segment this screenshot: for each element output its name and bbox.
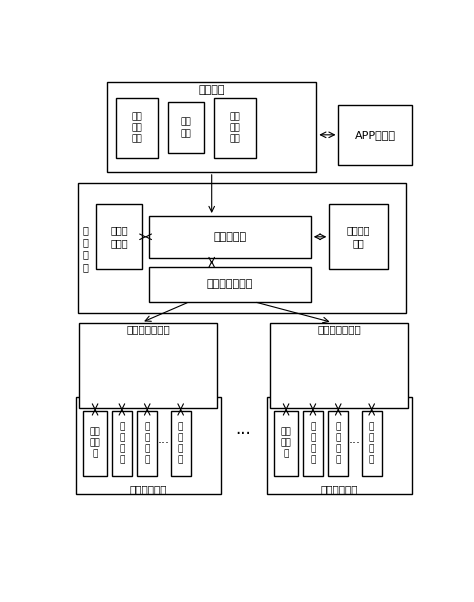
Text: 闸
机
终
端: 闸 机 终 端 — [145, 422, 150, 464]
Bar — [149, 216, 311, 258]
Bar — [149, 267, 311, 302]
Bar — [168, 102, 204, 154]
Text: ···: ··· — [349, 436, 361, 450]
Bar — [76, 397, 221, 494]
Bar — [274, 411, 298, 476]
Text: 闸
机
终
端: 闸 机 终 端 — [119, 422, 125, 464]
Text: 平台服务器: 平台服务器 — [213, 232, 246, 242]
Text: 闸
机
终
端: 闸 机 终 端 — [369, 422, 374, 464]
Bar — [329, 204, 388, 269]
Bar — [171, 411, 191, 476]
Text: APP客户端: APP客户端 — [355, 130, 396, 140]
Bar — [213, 98, 256, 158]
Bar — [267, 397, 412, 494]
Bar — [112, 411, 132, 476]
Bar — [362, 411, 382, 476]
Text: 平台网络交换机: 平台网络交换机 — [207, 279, 253, 290]
Text: 乘车检测设备: 乘车检测设备 — [320, 485, 358, 494]
Bar — [271, 323, 408, 408]
Bar — [107, 81, 316, 172]
Text: 计费
模块: 计费 模块 — [181, 118, 191, 138]
Text: 第一存
储单元: 第一存 储单元 — [110, 226, 128, 248]
Bar — [137, 411, 157, 476]
Bar — [328, 411, 348, 476]
Text: 闸
机
终
端: 闸 机 终 端 — [178, 422, 183, 464]
Text: 乘车检测设备: 乘车检测设备 — [129, 485, 167, 494]
Text: 票务平台: 票务平台 — [199, 85, 225, 95]
Text: 入口
摄像
头: 入口 摄像 头 — [90, 427, 100, 459]
Text: 费用
管理
模块: 费用 管理 模块 — [229, 112, 240, 143]
Text: ···: ··· — [158, 436, 170, 450]
Text: 识
别
平
台: 识 别 平 台 — [83, 225, 89, 272]
Bar — [96, 204, 142, 269]
Bar — [78, 184, 406, 313]
Text: 闸
机
终
端: 闸 机 终 端 — [336, 422, 341, 464]
Text: 账号
管理
模块: 账号 管理 模块 — [132, 112, 143, 143]
Text: 入口
摄像
头: 入口 摄像 头 — [281, 427, 292, 459]
Bar — [80, 323, 217, 408]
Bar — [338, 105, 412, 165]
Text: 站点网络交换机: 站点网络交换机 — [318, 324, 361, 335]
Text: ···: ··· — [235, 425, 251, 443]
Text: 闸
机
终
端: 闸 机 终 端 — [310, 422, 316, 464]
Text: 站点网络交换机: 站点网络交换机 — [127, 324, 170, 335]
Bar — [83, 411, 107, 476]
Bar — [116, 98, 158, 158]
Text: 第二存储
单元: 第二存储 单元 — [347, 226, 370, 248]
Bar — [303, 411, 323, 476]
